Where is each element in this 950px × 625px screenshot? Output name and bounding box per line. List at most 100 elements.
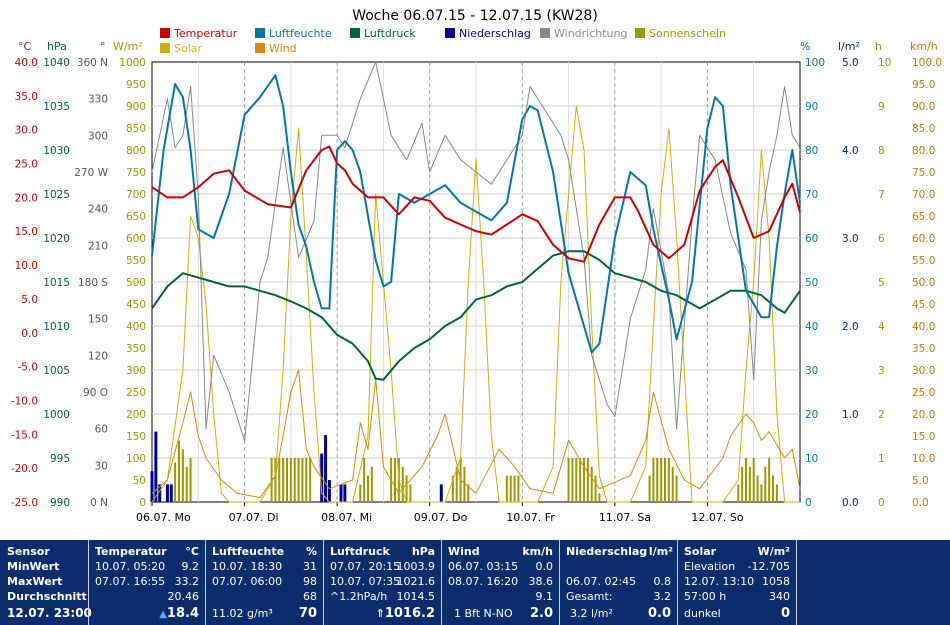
sunshine-bar: [305, 458, 308, 502]
axis-tick-label: 360 N: [77, 57, 108, 69]
sunshine-bar: [367, 475, 369, 502]
axis-tick-label: -5.0: [18, 362, 39, 374]
solar-max-value: 1058: [762, 575, 790, 588]
axis-tick-label: -25.0: [11, 497, 38, 509]
axis-tick-label: 850: [126, 123, 146, 135]
axis-unit-label: l/m²: [838, 40, 860, 53]
sunshine-bar: [583, 458, 585, 502]
precipitation-bar: [343, 484, 347, 502]
pressure-trend-icon: ⇑: [375, 607, 385, 620]
axis-tick-label: 25.0: [912, 387, 935, 399]
axis-tick-label: 1040: [43, 57, 70, 69]
precipitation-bar: [324, 435, 328, 502]
sunshine-bar: [451, 475, 454, 502]
luftdruck-max-value: 1021.6: [396, 575, 436, 588]
sunshine-bar: [590, 466, 593, 502]
axis-unit-label: hPa: [47, 40, 67, 53]
legend-label: Temperatur: [173, 27, 238, 40]
axis-tick-label: 2: [878, 409, 885, 421]
temperatur-column: Temperatur °C 10.07. 05:20 9.2 07.07. 16…: [89, 540, 205, 625]
sunshine-bar: [282, 458, 285, 502]
axis-tick-label: 90 O: [83, 387, 108, 399]
solar-hours-value: 340: [769, 590, 790, 603]
sunshine-bar: [745, 458, 747, 502]
solar-status: dunkel: [684, 607, 721, 620]
niederschlag-max-value: 0.8: [653, 575, 672, 588]
sunshine-bar: [752, 458, 755, 502]
sunshine-bar: [309, 458, 312, 502]
axis-tick-label: 90: [805, 101, 818, 113]
axis-tick-label: 35.0: [912, 343, 935, 355]
wind-beaufort: 1 Bft N-NO: [454, 607, 513, 620]
sunshine-bar: [409, 484, 412, 502]
axis-tick-label: 65.0: [912, 211, 935, 223]
sunshine-bar: [455, 466, 458, 502]
chart-title: Woche 06.07.15 - 12.07.15 (KW28): [352, 8, 598, 24]
temperatur-min-time: 10.07. 05:20: [95, 560, 166, 573]
sunshine-bar: [756, 475, 759, 502]
niederschlag-total-label: Gesamt:: [566, 590, 613, 603]
axis-tick-label: 0.0: [21, 328, 38, 340]
axis-unit-label: °: [100, 40, 106, 53]
wind-min-time: 06.07. 03:15: [448, 560, 519, 573]
legend-label: Niederschlag: [459, 27, 531, 40]
axis-tick-label: -20.0: [11, 463, 38, 475]
axis-tick-label: 5.0: [912, 475, 929, 487]
axis-tick-label: 10: [805, 453, 818, 465]
sunshine-bar: [509, 475, 512, 502]
solar-current-value: 0: [780, 606, 790, 621]
axis-tick-label: 270 W: [74, 167, 108, 179]
axis-tick-label: 1025: [43, 189, 70, 201]
sunshine-bar: [775, 484, 778, 502]
axis-tick-label: 150: [126, 431, 146, 443]
axis-tick-label: 400: [126, 321, 146, 333]
axis-tick-label: 300: [126, 365, 146, 377]
axis-tick-label: 600: [126, 233, 146, 245]
niederschlag-total-value: 3.2: [653, 590, 672, 603]
sensor-column: Sensor MinWert MaxWert Durchschnitt 12.0…: [0, 540, 92, 625]
axis-tick-label: 50: [133, 475, 146, 487]
sunshine-bar: [575, 458, 578, 502]
axis-tick-label: 3.0: [842, 233, 859, 245]
axis-unit-label: W/m²: [113, 40, 143, 53]
axis-tick-label: 1010: [43, 321, 70, 333]
niederschlag-max-time: 06.07. 02:45: [566, 575, 637, 588]
axis-tick-label: 10.0: [15, 260, 38, 272]
sunshine-bar: [405, 475, 408, 502]
axis-tick-label: 2.0: [842, 321, 859, 333]
sunshine-bar: [652, 458, 655, 502]
niederschlag-column: Niederschlag l/m² 06.07. 02:45 0.8 Gesam…: [560, 540, 677, 625]
axis-tick-label: 180 S: [78, 277, 108, 289]
luftfeuchte-max-time: 07.07. 06:00: [212, 575, 283, 588]
axis-tick-label: 150: [88, 314, 108, 326]
axis-tick-label: 60.0: [912, 233, 935, 245]
axis-tick-label: 550: [126, 255, 146, 267]
column-divider: [796, 540, 797, 625]
axis-tick-label: -15.0: [11, 429, 38, 441]
axis-tick-label: 1035: [43, 101, 70, 113]
axis-tick-label: 40.0: [912, 321, 935, 333]
axis-tick-label: 500: [126, 277, 146, 289]
axis-tick-label: 6: [878, 233, 885, 245]
niederschlag-unit: l/m²: [648, 545, 673, 558]
solar-column: Solar W/m² Elevation -12.705 12.07. 13:1…: [678, 540, 796, 625]
sunshine-bar: [764, 466, 767, 502]
sunshine-bar: [741, 466, 744, 502]
precipitation-bar: [169, 484, 173, 502]
axis-unit-label: °C: [18, 40, 32, 53]
weather-week-chart: Woche 06.07.15 - 12.07.15 (KW28) Temperat…: [10, 8, 943, 524]
sunshine-bar: [278, 458, 281, 502]
axis-tick-label: 0.0: [842, 497, 859, 509]
sensor-header: Sensor: [7, 545, 50, 558]
axis-tick-label: 990: [50, 497, 70, 509]
x-day-label: 06.07. Mo: [136, 511, 191, 524]
axis-tick-label: 700: [126, 189, 146, 201]
axis-tick-label: 350: [126, 343, 146, 355]
axis-tick-label: 210: [88, 240, 108, 252]
sunshine-bar: [517, 475, 520, 502]
axis-tick-label: 60: [805, 233, 818, 245]
sunshine-bar: [181, 449, 184, 502]
niederschlag-header: Niederschlag: [566, 545, 648, 558]
axis-tick-label: 10: [878, 57, 891, 69]
sunshine-bar: [359, 484, 362, 502]
